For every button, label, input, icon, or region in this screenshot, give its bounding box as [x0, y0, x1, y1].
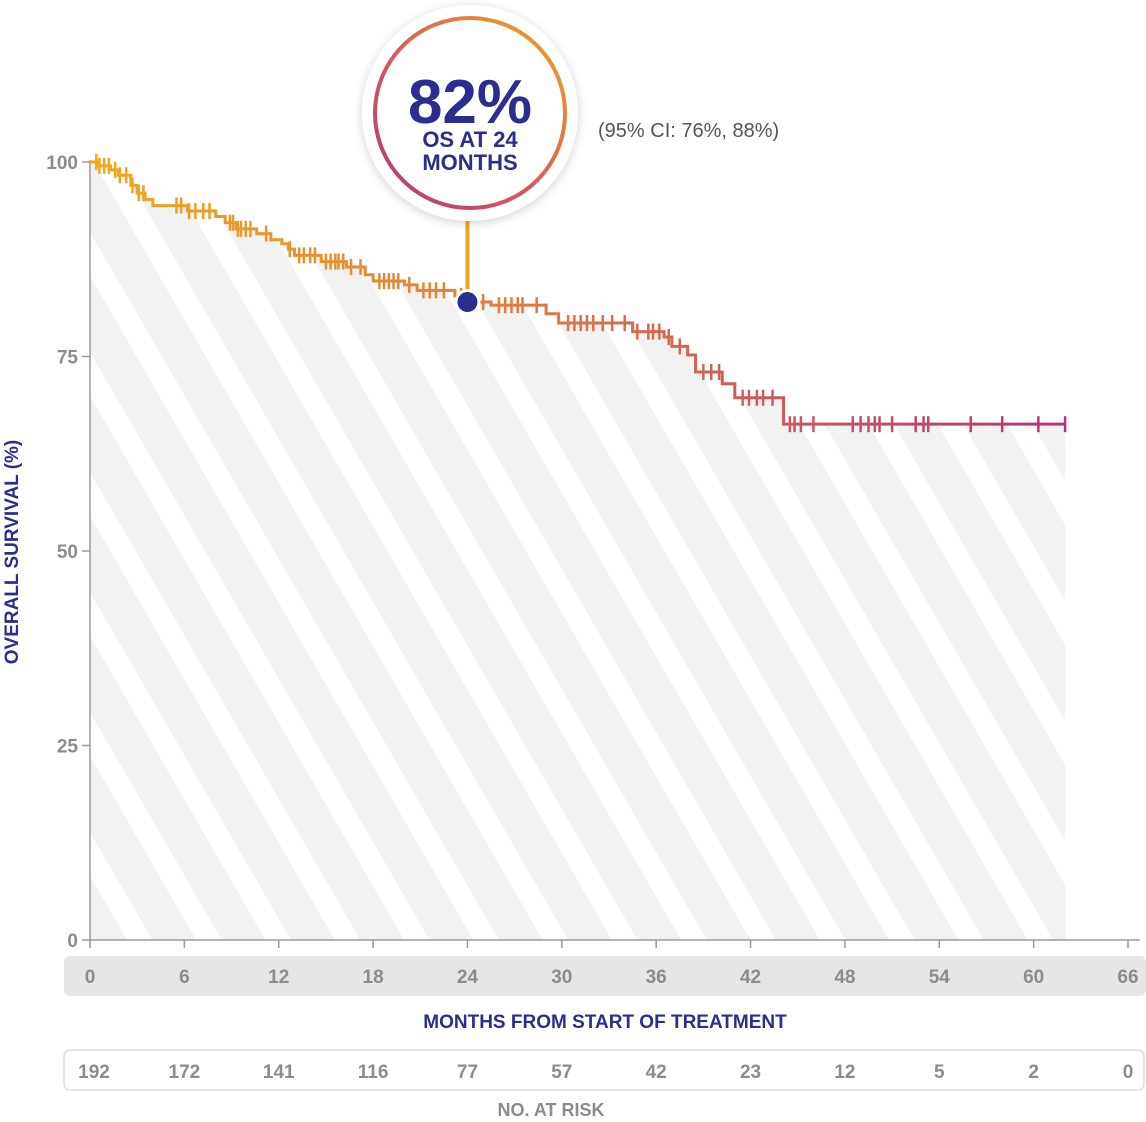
risk-table-band	[63, 1049, 1145, 1091]
risk-count: 0	[1123, 1062, 1134, 1083]
y-tick-label: 100	[46, 153, 78, 174]
x-tick-band	[64, 956, 1146, 996]
x-tick-label: 48	[834, 967, 855, 988]
x-tick-label: 12	[268, 967, 289, 988]
risk-count: 172	[169, 1062, 201, 1083]
x-tick-label: 30	[551, 967, 572, 988]
callout-line-1: OS AT 24	[422, 127, 518, 152]
risk-count: 23	[740, 1062, 761, 1083]
callout-bubble	[362, 5, 578, 221]
risk-count: 42	[646, 1062, 667, 1083]
x-tick-label: 36	[646, 967, 667, 988]
y-tick-label: 50	[57, 542, 78, 563]
survival-area-fill	[90, 162, 1066, 940]
x-tick-label: 42	[740, 967, 761, 988]
risk-count: 2	[1028, 1062, 1039, 1083]
risk-count: 5	[934, 1062, 945, 1083]
x-axis-title: MONTHS FROM START OF TREATMENT	[423, 1012, 787, 1033]
survival-curve	[90, 160, 1066, 426]
x-tick-labels: 0 6 12 18 24 30 36 42 48 54 60 66	[85, 967, 1139, 988]
risk-count: 141	[263, 1062, 295, 1083]
risk-count: 192	[78, 1062, 110, 1083]
confidence-interval: (95% CI: 76%, 88%)	[598, 120, 779, 142]
y-tick-label: 0	[67, 931, 78, 952]
risk-count: 77	[457, 1062, 478, 1083]
os-24-month-marker	[457, 292, 478, 313]
risk-count: 57	[551, 1062, 572, 1083]
x-tick-label: 60	[1023, 967, 1044, 988]
callout-line-2: MONTHS	[422, 150, 517, 175]
y-axis-ticks: 0 25 50 75 100	[46, 153, 90, 952]
censor-marks	[95, 154, 1067, 433]
x-tick-label: 66	[1117, 967, 1138, 988]
y-tick-label: 75	[57, 348, 79, 369]
x-tick-label: 0	[85, 967, 96, 988]
x-axis-ticks	[89, 940, 1129, 948]
x-tick-label: 24	[457, 967, 479, 988]
y-axis-title: OVERALL SURVIVAL (%)	[2, 440, 23, 665]
x-tick-label: 6	[179, 967, 190, 988]
x-tick-label: 54	[929, 967, 951, 988]
callout-ring	[373, 16, 567, 210]
risk-count: 116	[358, 1062, 389, 1083]
callout-percent: 82%	[408, 68, 532, 137]
risk-table-title: NO. AT RISK	[498, 1100, 605, 1120]
risk-table: 192 172 141 116 77 57 42 23 12 5 2 0	[78, 1062, 1133, 1083]
risk-count: 12	[834, 1062, 855, 1083]
y-tick-label: 25	[57, 737, 79, 758]
x-tick-label: 18	[363, 967, 384, 988]
